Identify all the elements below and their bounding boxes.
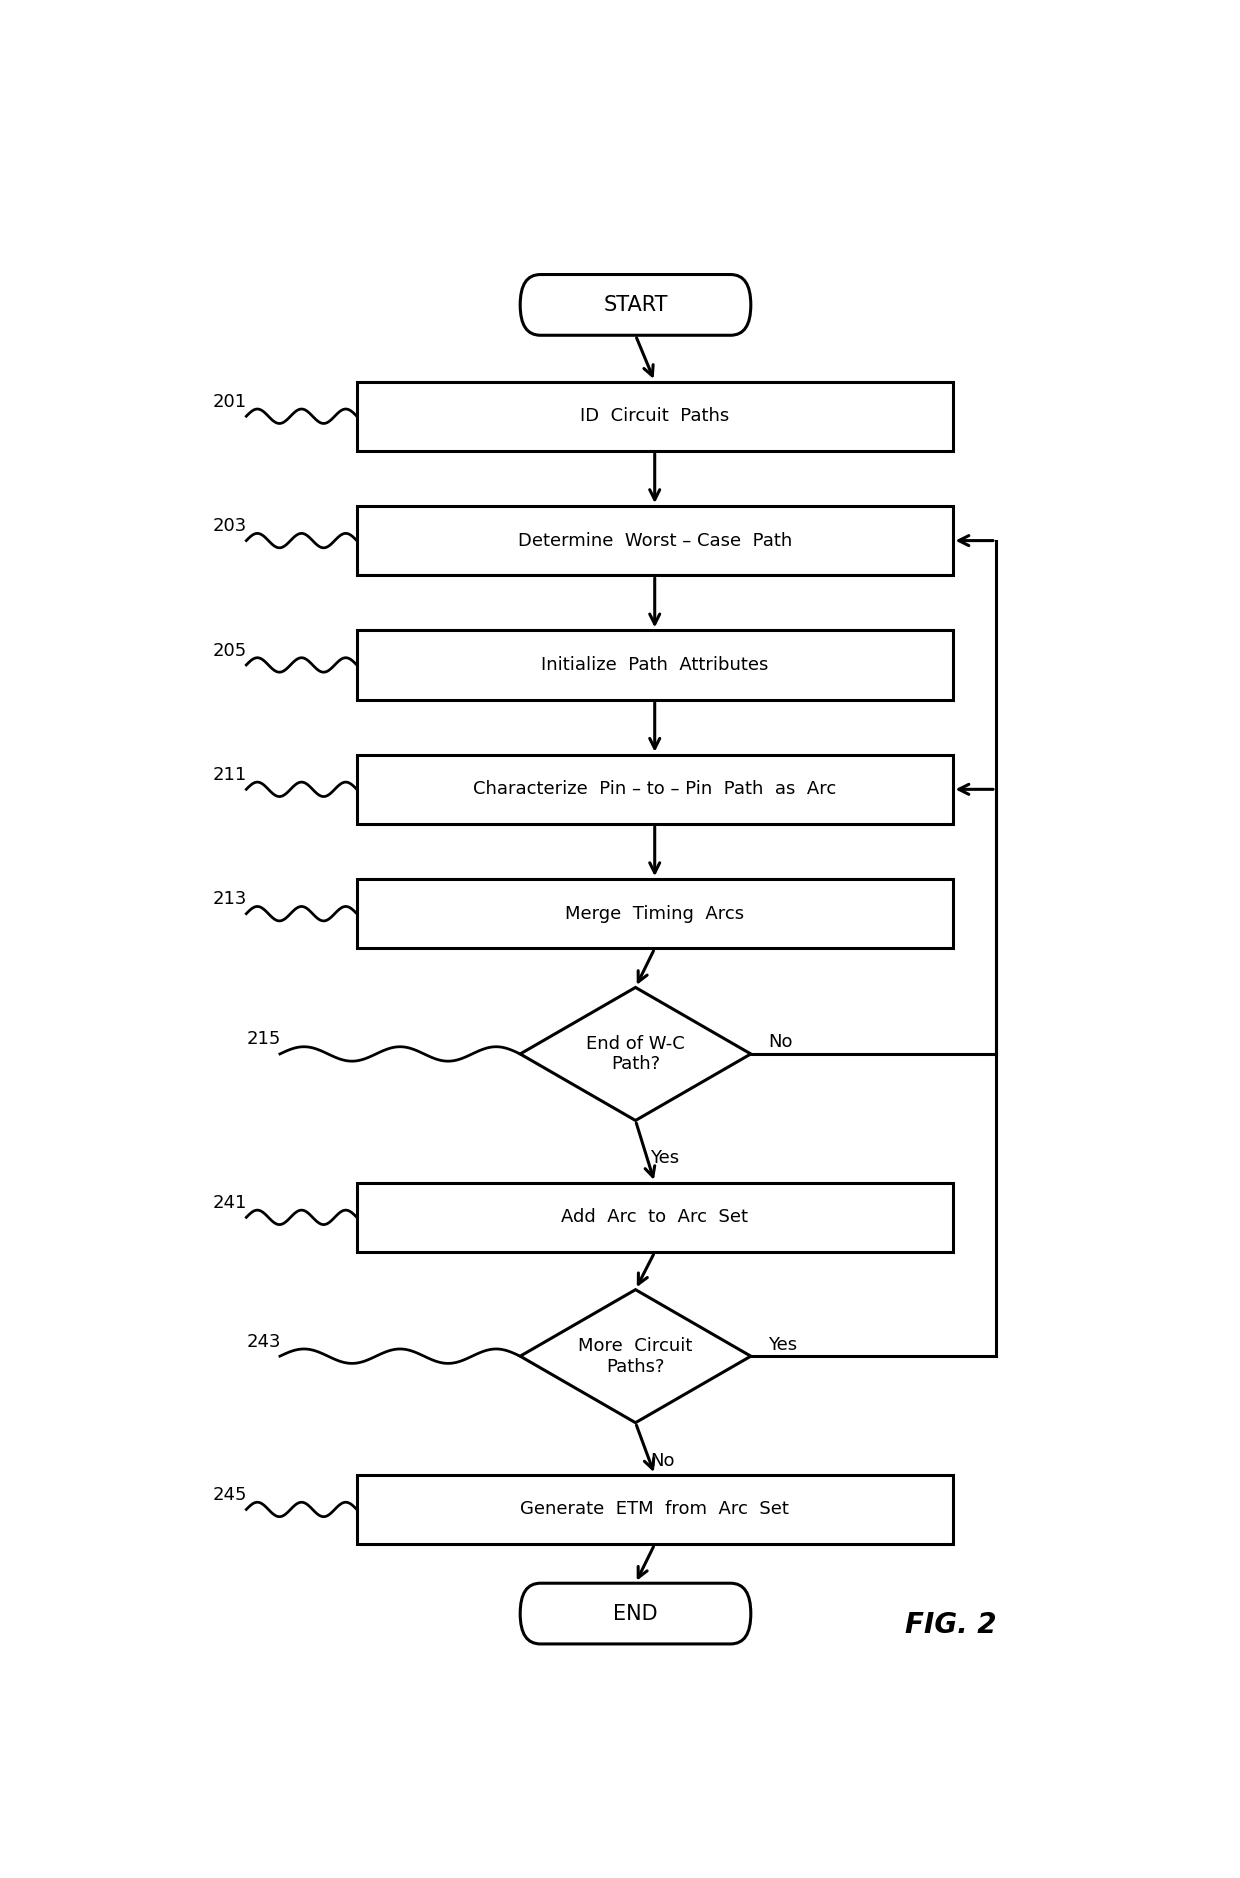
Text: END: END bbox=[614, 1604, 657, 1624]
Text: Yes: Yes bbox=[650, 1149, 680, 1168]
Text: No: No bbox=[650, 1452, 675, 1470]
Polygon shape bbox=[521, 1290, 751, 1424]
Text: Merge  Timing  Arcs: Merge Timing Arcs bbox=[565, 905, 744, 922]
Bar bbox=[357, 631, 952, 700]
Bar bbox=[357, 381, 952, 451]
Bar bbox=[357, 1474, 952, 1544]
Polygon shape bbox=[521, 988, 751, 1121]
Bar bbox=[357, 1183, 952, 1253]
Text: ID  Circuit  Paths: ID Circuit Paths bbox=[580, 408, 729, 424]
Text: START: START bbox=[603, 295, 668, 316]
Text: Determine  Worst – Case  Path: Determine Worst – Case Path bbox=[517, 531, 792, 550]
Text: Generate  ETM  from  Arc  Set: Generate ETM from Arc Set bbox=[521, 1501, 789, 1519]
Text: Initialize  Path  Attributes: Initialize Path Attributes bbox=[541, 655, 769, 674]
Text: 205: 205 bbox=[213, 642, 247, 659]
FancyBboxPatch shape bbox=[521, 274, 751, 336]
Text: More  Circuit
Paths?: More Circuit Paths? bbox=[578, 1337, 693, 1375]
Text: 243: 243 bbox=[247, 1333, 280, 1350]
Text: 241: 241 bbox=[213, 1194, 247, 1211]
Bar bbox=[357, 879, 952, 948]
Text: 213: 213 bbox=[213, 890, 247, 909]
FancyBboxPatch shape bbox=[521, 1583, 751, 1643]
Text: No: No bbox=[768, 1033, 792, 1052]
Text: 203: 203 bbox=[213, 516, 247, 535]
Text: 211: 211 bbox=[213, 766, 247, 783]
Text: Yes: Yes bbox=[768, 1335, 797, 1354]
Text: FIG. 2: FIG. 2 bbox=[905, 1611, 996, 1639]
Text: 215: 215 bbox=[247, 1031, 280, 1048]
Text: 245: 245 bbox=[213, 1485, 247, 1504]
Text: End of W-C
Path?: End of W-C Path? bbox=[587, 1035, 684, 1074]
Text: 201: 201 bbox=[213, 393, 247, 411]
Text: Add  Arc  to  Arc  Set: Add Arc to Arc Set bbox=[562, 1208, 748, 1226]
Bar bbox=[357, 505, 952, 575]
Text: Characterize  Pin – to – Pin  Path  as  Arc: Characterize Pin – to – Pin Path as Arc bbox=[474, 781, 836, 798]
Bar bbox=[357, 755, 952, 824]
